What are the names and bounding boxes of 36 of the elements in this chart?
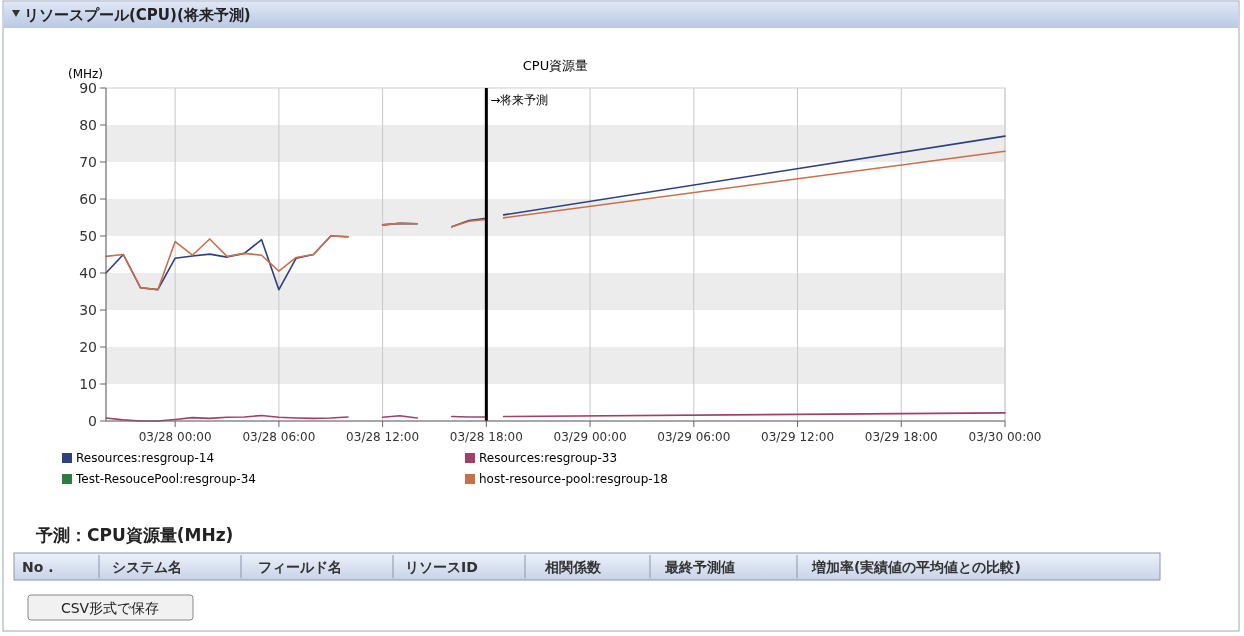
legend-label: Resources:resgroup-14: [76, 451, 215, 465]
x-tick-label: 03/28 18:00: [449, 430, 523, 444]
legend-label: Test-ResoucePool:resgroup-34: [75, 472, 256, 486]
legend-label: host-resource-pool:resgroup-18: [479, 472, 668, 486]
y-tick-label: 70: [79, 154, 97, 170]
text: 増加率(実績値の平均値との比較): [811, 559, 1021, 575]
chart-subtitle: CPU資源量: [522, 58, 589, 73]
y-tick-label: 30: [79, 302, 97, 318]
x-tick-label: 03/29 12:00: [761, 430, 835, 444]
text: リソースID: [405, 559, 478, 575]
x-tick-label: 03/29 06:00: [657, 430, 731, 444]
y-tick-label: 60: [79, 191, 97, 207]
legend-label: Resources:resgroup-33: [479, 451, 618, 465]
x-tick-label: 03/30 00:00: [968, 430, 1042, 444]
text: 予測：CPU資源量(MHz): [35, 525, 234, 545]
x-tick-label: 03/28 12:00: [346, 430, 420, 444]
y-tick-label: 80: [79, 117, 97, 133]
x-tick-label: 03/28 06:00: [242, 430, 316, 444]
y-axis-title: (MHz): [68, 67, 104, 81]
chart-title: リソースプール(CPU)(将来予測): [24, 6, 251, 24]
y-tick-label: 50: [79, 228, 97, 244]
y-tick-label: 10: [79, 376, 97, 392]
y-tick-label: 0: [88, 413, 97, 429]
x-tick-label: 03/28 00:00: [138, 430, 212, 444]
text: 相関係数: [544, 559, 602, 575]
text: CSV形式で保存: [60, 600, 160, 616]
ref-line-label: →将来予測: [490, 93, 549, 107]
text: システム名: [112, 559, 182, 575]
text: フィールド名: [258, 559, 342, 575]
y-tick-label: 90: [79, 80, 97, 96]
x-tick-label: 03/29 18:00: [864, 430, 938, 444]
y-tick-label: 40: [79, 265, 97, 281]
y-tick-label: 20: [79, 339, 97, 355]
text: 最終予測値: [664, 559, 735, 575]
x-tick-label: 03/29 00:00: [553, 430, 627, 444]
text: No .: [22, 559, 54, 575]
